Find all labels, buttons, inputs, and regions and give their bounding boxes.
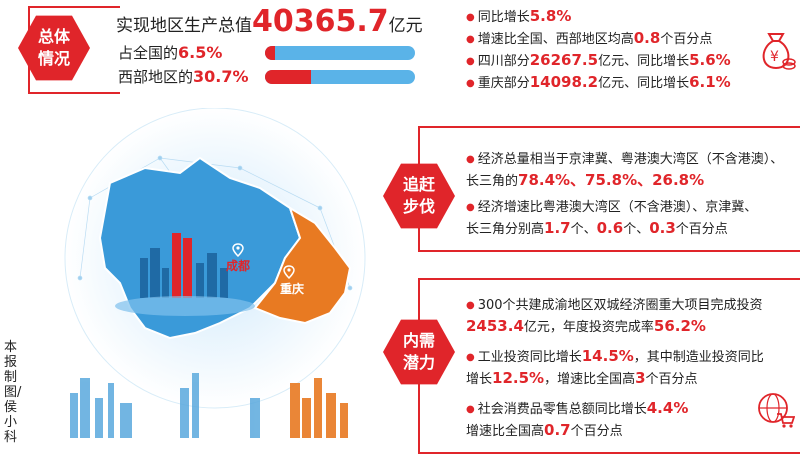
paragraph-text: 增长: [466, 372, 493, 387]
paragraph-value: 2453.4: [466, 317, 524, 335]
paragraph-value: 14.5%: [581, 347, 634, 365]
overview-badge-line2: 情况: [37, 49, 70, 68]
catchup-badge-line1: 追赶: [402, 175, 435, 194]
paragraph-line: ● 社会消费品零售总额同比增长4.4%: [466, 399, 689, 417]
gdp-value: 40365.7: [252, 4, 389, 39]
paragraph-text: ，增速比全国高: [544, 372, 636, 387]
overview-badge-line1: 总体: [37, 27, 70, 46]
chongqing-region: [253, 205, 352, 325]
overview-right-list: ● 同比增长5.8% ● 增速比全国、西部地区均高0.8个百分点 ● 四川部分2626…: [466, 6, 731, 94]
paragraph-value: 4.4%: [646, 399, 689, 417]
paragraph-text: 经济总量相当于京津冀、粤港澳大湾区（不含港澳）、: [477, 152, 784, 167]
list-item-value: 6.1%: [689, 73, 731, 91]
paragraph-line: ● 工业投资同比增长14.5%，其中制造业投资同比: [466, 347, 764, 365]
money-bag-icon: ¥: [756, 28, 796, 72]
share-national-text: 占全国的6.5%: [118, 42, 222, 63]
list-item-text: 同比增长: [477, 10, 530, 25]
paragraph-text: 亿元，年度投资完成率: [523, 320, 654, 335]
list-item-text: 增速比全国、西部地区均高: [477, 32, 634, 47]
paragraph-text: 300个共建成渝地区双城经济圈重大项目完成投资: [477, 298, 763, 313]
paragraph-value: 3: [635, 369, 646, 387]
gdp-label: 实现地区生产总值: [116, 16, 252, 36]
paragraph-line: ● 经济增速比粤港澳大湾区（不含港澳）、京津冀、: [466, 200, 758, 215]
share-national-value: 6.5%: [178, 43, 223, 62]
demand-badge-line1: 内需: [402, 331, 435, 350]
catchup-text: ● 经济总量相当于京津冀、粤港澳大湾区（不含港澳）、 长三角的78.4%、75.8…: [466, 150, 783, 240]
share-west-bar: [265, 70, 415, 84]
list-item-value: 14098.2: [529, 73, 599, 91]
list-item-text: 四川部分: [477, 54, 530, 69]
paragraph-value: 78.4%、75.8%、26.8%: [518, 171, 705, 189]
share-west-value: 30.7%: [193, 67, 249, 86]
paragraph-line: ● 经济总量相当于京津冀、粤港澳大湾区（不含港澳）、: [466, 152, 784, 167]
gdp-unit: 亿元: [388, 16, 423, 36]
paragraph-line: 长三角分别高1.7个、0.6个、0.3个百分点: [466, 218, 783, 240]
paragraph-value: 1.7: [544, 219, 571, 237]
list-item: ● 四川部分26267.5亿元、同比增长5.6%: [466, 51, 731, 69]
paragraph-line: 长三角的78.4%、75.8%、26.8%: [466, 170, 783, 192]
list-item-text: 个百分点: [660, 32, 713, 47]
paragraph-text: 长三角分别高: [466, 222, 545, 237]
paragraph-value: 0.6: [596, 219, 624, 237]
paragraph-line: 2453.4亿元，年度投资完成率56.2%: [466, 316, 764, 338]
paragraph-line: 增长12.5%，增速比全国高3个百分点: [466, 368, 764, 390]
list-item-value: 0.8: [633, 29, 661, 47]
paragraph-text: 个百分点: [675, 222, 728, 237]
list-item-text: 亿元、同比增长: [598, 76, 690, 91]
paragraph-text: 工业投资同比增长: [477, 350, 582, 365]
list-item-value: 5.8%: [529, 7, 572, 25]
catchup-badge-line2: 步伐: [402, 197, 435, 216]
paragraph-text: 社会消费品零售总额同比增长: [477, 402, 647, 417]
list-item-text: 亿元、同比增长: [598, 54, 690, 69]
demand-text: ● 300个共建成渝地区双城经济圈重大项目完成投资 2453.4亿元，年度投资完成…: [466, 296, 764, 442]
gdp-headline: 实现地区生产总值40365.7亿元: [116, 4, 423, 39]
paragraph-value: 56.2%: [653, 317, 706, 335]
paragraph-text: 长三角的: [466, 174, 519, 189]
location-pin-icon: [232, 242, 244, 261]
image-credit: 本报制图/侯小科: [4, 340, 22, 445]
paragraph-text: ，其中制造业投资同比: [633, 350, 764, 365]
paragraph-text: 个、: [570, 222, 597, 237]
paragraph-line: 增速比全国高0.7个百分点: [466, 420, 764, 442]
paragraph-value: 0.7: [544, 421, 571, 439]
location-pin-icon: [283, 264, 295, 283]
demand-badge-line2: 潜力: [402, 353, 435, 372]
share-national-label: 占全国的: [118, 44, 179, 62]
map-label-chengdu: 成都: [226, 259, 251, 273]
map-illustration: 成都 重庆: [50, 107, 380, 438]
paragraph-text: 个、: [623, 222, 650, 237]
paragraph-text: 经济增速比粤港澳大湾区（不含港澳）、京津冀、: [477, 200, 758, 215]
credit-text: 本报制图/侯小科: [4, 340, 22, 445]
share-west-fill: [265, 70, 312, 84]
paragraph-text: 增速比全国高: [466, 424, 545, 439]
svg-text:¥: ¥: [770, 49, 779, 65]
paragraph-line: ● 300个共建成渝地区双城经济圈重大项目完成投资: [466, 298, 763, 313]
share-west-text: 西部地区的30.7%: [118, 66, 249, 87]
list-item-value: 5.6%: [689, 51, 731, 69]
paragraph-value: 12.5%: [492, 369, 545, 387]
list-item-value: 26267.5: [529, 51, 599, 69]
share-national-fill: [265, 46, 275, 60]
paragraph-text: 个百分点: [645, 372, 698, 387]
share-west-label: 西部地区的: [118, 68, 194, 86]
paragraph-text: 个百分点: [570, 424, 623, 439]
shopping-cart-globe-icon: [755, 390, 796, 430]
paragraph-value: 0.3: [649, 219, 676, 237]
list-item-text: 重庆部分: [477, 76, 530, 91]
list-item: ● 增速比全国、西部地区均高0.8个百分点: [466, 29, 713, 47]
share-national-bar: [265, 46, 415, 60]
map-label-chongqing: 重庆: [280, 282, 305, 296]
list-item: ● 重庆部分14098.2亿元、同比增长6.1%: [466, 73, 731, 91]
list-item: ● 同比增长5.8%: [466, 7, 572, 25]
